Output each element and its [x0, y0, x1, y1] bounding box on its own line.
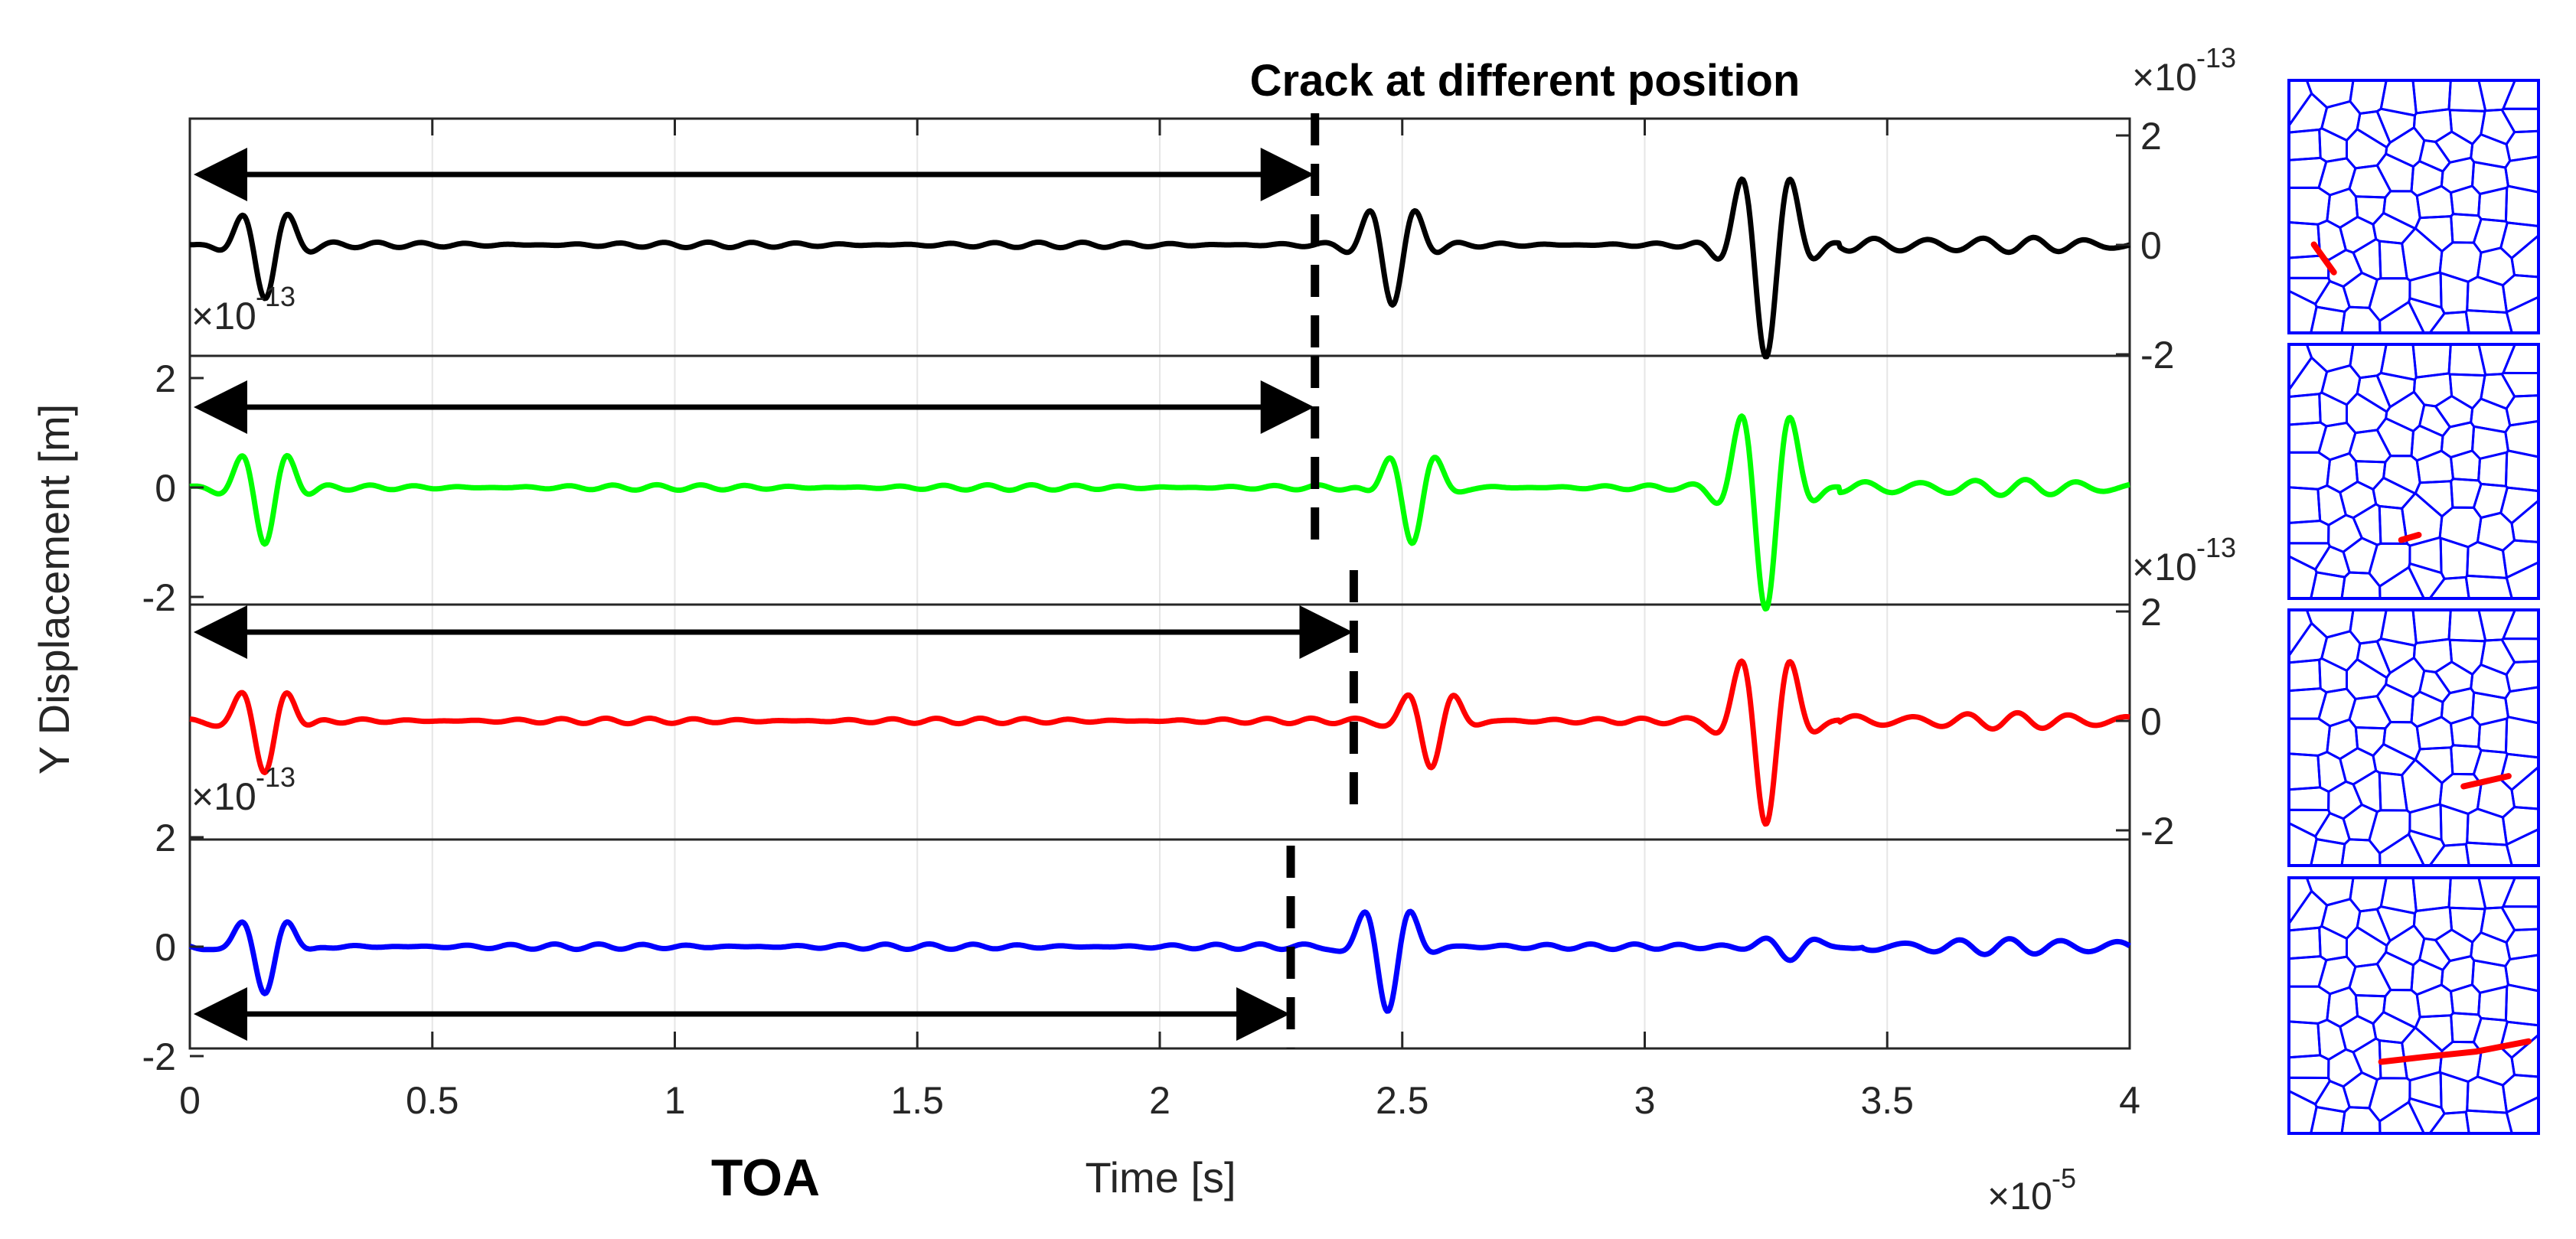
crack-4-y-tick-label-2: 2 — [155, 817, 176, 859]
crack-2-signal — [188, 413, 2131, 612]
x-tick-label-7: 3.5 — [1860, 1079, 1914, 1122]
x-tick-label-0: 0 — [179, 1079, 201, 1122]
mesh-panel-4-cell-23 — [2505, 928, 2540, 961]
mesh-panel-1-cell-31 — [2504, 155, 2540, 194]
mesh-panel-3-cell-63 — [2501, 806, 2540, 846]
marker-layer — [194, 113, 1358, 1048]
mesh-panel-4 — [2287, 876, 2540, 1135]
mesh-panel-2-cell-63 — [2501, 539, 2540, 579]
crack-2-y-multiplier-exp: -13 — [256, 281, 295, 312]
mesh-panel-4-cells — [2287, 876, 2540, 1135]
crack-1-y-multiplier-exp: -13 — [2196, 42, 2236, 73]
crack-4-y-multiplier-exp: -13 — [256, 761, 295, 793]
mesh-panel-3 — [2287, 608, 2540, 867]
crack-1-y-tick-label-1: 0 — [2140, 224, 2162, 267]
y-axis-label: Y Displacement [m] — [30, 404, 78, 774]
x-tick-label-5: 2.5 — [1376, 1079, 1429, 1122]
mesh-panel-3-cell-15 — [2500, 637, 2540, 664]
crack-3-signal — [188, 658, 2131, 827]
x-tick-label-4: 2 — [1149, 1079, 1170, 1122]
mesh-panel-3-cell-23 — [2505, 660, 2540, 693]
mesh-panel-2-cell-15 — [2500, 371, 2540, 398]
crack-3-y-tick-label-0: -2 — [2140, 810, 2174, 853]
crack-1-y-multiplier: ×10 -13 — [2132, 42, 2236, 99]
mesh-panel-1-cell-23 — [2505, 129, 2540, 162]
x-multiplier-exp: -5 — [2052, 1162, 2076, 1194]
ticks-layer: 0 0.5 1 1.5 2 2.5 3 3.5 4-202×10 -13-202×10 -13-20… — [142, 42, 2237, 1122]
mesh-panel-4-cell-63 — [2501, 1074, 2540, 1114]
crack-1-signal — [188, 176, 2131, 360]
chart-title: Crack at different position — [1250, 56, 1801, 106]
crack-4-y-tick-label-0: -2 — [142, 1035, 176, 1078]
mesh-panel-4-cell-31 — [2504, 954, 2540, 993]
mesh-panel-3-crack — [2460, 773, 2512, 790]
crack-2-y-tick-label-0: -2 — [142, 576, 176, 619]
mesh-panel-1-crack — [2310, 241, 2337, 276]
crack-3-y-multiplier-base: ×10 — [2132, 546, 2197, 589]
mesh-panel-3-cell-71 — [2505, 827, 2540, 867]
x-axis-label: Time [s] — [1085, 1153, 1236, 1202]
x-multiplier: ×10 -5 — [1987, 1162, 2076, 1218]
mesh-panel-1 — [2287, 79, 2540, 334]
crack-2-y-tick-label-1: 0 — [155, 467, 176, 510]
mesh-panel-1-cell-63 — [2501, 273, 2540, 315]
toa-annotation: TOA — [711, 1149, 820, 1207]
mesh-panel-2-cell-31 — [2504, 419, 2540, 458]
x-tick-label-1: 0.5 — [406, 1079, 459, 1122]
mesh-panel-3-cells — [2287, 608, 2540, 867]
mesh-layer — [2287, 79, 2540, 1135]
mesh-panel-2-crack — [2398, 532, 2422, 543]
series-layer — [188, 176, 2131, 1014]
crack-4-signal — [188, 908, 2131, 1014]
crack-2-y-multiplier: ×10 -13 — [191, 281, 295, 337]
mesh-panel-2 — [2287, 343, 2540, 600]
crack-4-y-multiplier: ×10 -13 — [191, 761, 295, 818]
x-tick-label-8: 4 — [2119, 1079, 2140, 1122]
mesh-panel-1-cell-71 — [2505, 295, 2540, 334]
mesh-panel-4-cell-71 — [2505, 1095, 2540, 1135]
mesh-panel-3-cell-31 — [2504, 686, 2540, 725]
mesh-panel-2-cell-71 — [2505, 560, 2540, 600]
mesh-panel-4-crack — [2378, 1038, 2532, 1065]
mesh-panel-2-cells — [2287, 343, 2540, 600]
crack-2-y-tick-label-2: 2 — [155, 357, 176, 400]
mesh-panel-4-cell-15 — [2500, 905, 2540, 931]
mesh-panel-1-cell-15 — [2500, 107, 2540, 134]
crack-4-y-multiplier-base: ×10 — [191, 775, 256, 818]
x-multiplier-base: ×10 — [1987, 1175, 2052, 1218]
crack-4-y-tick-label-1: 0 — [155, 926, 176, 969]
x-tick-label-6: 3 — [1634, 1079, 1656, 1122]
crack-1-y-tick-label-0: -2 — [2140, 334, 2174, 377]
crack-3-y-multiplier: ×10 -13 — [2132, 532, 2236, 589]
crack-1-y-multiplier-base: ×10 — [2132, 56, 2197, 99]
crack-3-y-tick-label-1: 0 — [2140, 700, 2162, 743]
crack-3-y-multiplier-exp: -13 — [2196, 532, 2236, 563]
x-tick-label-3: 1.5 — [890, 1079, 944, 1122]
x-tick-label-2: 1 — [664, 1079, 686, 1122]
crack-1-y-tick-label-2: 2 — [2140, 115, 2162, 158]
crack-2-y-multiplier-base: ×10 — [191, 295, 256, 337]
mesh-panel-2-cell-23 — [2505, 394, 2540, 427]
crack-3-y-tick-label-2: 2 — [2140, 591, 2162, 634]
